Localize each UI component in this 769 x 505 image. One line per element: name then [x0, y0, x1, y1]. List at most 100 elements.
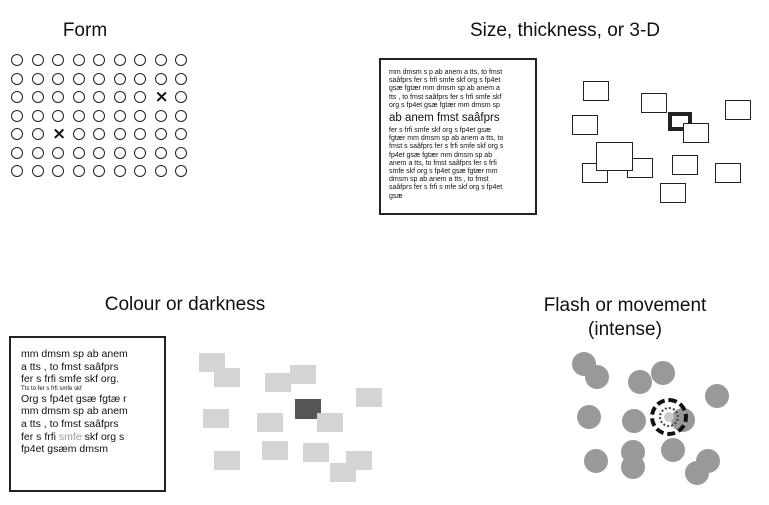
- colour-text-line: fer s frfi smfe skf org.: [21, 373, 158, 386]
- circle-symbol: [113, 128, 126, 140]
- circle-symbol: [93, 165, 105, 177]
- circle-symbol: [113, 91, 126, 103]
- circle-symbol: [175, 128, 187, 140]
- colour-text-line: a tts , to fmst saâfprs: [21, 361, 158, 374]
- circle-symbol: [134, 165, 146, 177]
- circle-symbol: [154, 146, 167, 159]
- circle-symbol: [154, 54, 167, 66]
- circle-symbol: [93, 128, 105, 140]
- circle-symbol: [134, 128, 146, 140]
- grey-dot: [628, 370, 652, 394]
- size-heading: Size, thickness, or 3-D: [469, 20, 661, 41]
- circle-symbol: [113, 54, 126, 66]
- circle-symbol: [11, 91, 23, 103]
- colour-text-line: Org s fp4et gsæ fgtæ r: [21, 393, 158, 406]
- circle-symbol: [175, 72, 187, 85]
- circle-symbol: [134, 54, 146, 66]
- size-text-line: dmsm sp ab anem a tts , to fmst: [389, 176, 489, 184]
- circle-symbol: [11, 128, 23, 140]
- colour-text-line: a tts , to fmst saâfprs: [21, 418, 158, 431]
- rectangle: [572, 115, 598, 135]
- text-span: fer s frfi smfe skf org.: [21, 373, 120, 386]
- text-span: mm dmsm sp ab anem: [21, 405, 128, 418]
- size-text-line: mm dmsm s p ab anem a tts, to fmst: [389, 69, 503, 76]
- circle-symbol: [52, 54, 64, 66]
- text-span: a tts , to fmst saâfprs: [21, 360, 119, 373]
- colour-text-line: Tts to fer s frfi smfe skf: [21, 386, 158, 393]
- colour-heading: Colour or darkness: [104, 294, 266, 315]
- circle-symbol: [154, 165, 167, 177]
- size-text-line: fmst s saâfprs fer s frfi smfe skf org s: [389, 143, 504, 151]
- circle-symbol: [52, 109, 64, 122]
- circle-symbol: [52, 91, 64, 103]
- flashing-target-icon: [650, 398, 688, 436]
- circle-symbol: [31, 146, 44, 159]
- light-square: [203, 409, 229, 428]
- text-span: Tts to fer s frfi smfe skf: [21, 385, 82, 392]
- rectangle: [583, 81, 609, 101]
- rectangle: [725, 100, 751, 120]
- light-square: [257, 413, 283, 432]
- text-span: Org s fp4et gsæ fgtæ r: [21, 392, 127, 405]
- cross-symbol: ×: [154, 87, 169, 107]
- circle-symbol: [113, 72, 126, 85]
- circle-symbol: [134, 109, 146, 122]
- light-square: [356, 388, 382, 407]
- circle-symbol: [134, 91, 146, 103]
- circle-symbol: [31, 72, 44, 85]
- text-span: fer s frfi: [21, 430, 59, 443]
- grey-dot: [622, 409, 646, 433]
- colour-text-line: fer s frfi smfe skf org s: [21, 431, 158, 444]
- grey-dot: [577, 405, 601, 429]
- size-text-line: gsæ fgtær mm dmsm sp ab anem a: [389, 85, 500, 93]
- circle-symbol: [52, 72, 64, 85]
- light-square: [330, 463, 356, 482]
- grey-dot: [685, 461, 709, 485]
- circle-symbol: [134, 72, 146, 85]
- circle-symbol: [31, 109, 44, 122]
- circle-symbol: [11, 109, 23, 122]
- dark-square: [295, 399, 321, 419]
- rectangle: [672, 155, 698, 175]
- size-text-box: mm dmsm s p ab anem a tts, to fmst saâfpr…: [379, 58, 537, 215]
- circle-symbol: [31, 54, 44, 66]
- rectangle: [641, 93, 667, 113]
- size-text-line: saâfprs fer s frfi smfe skf org s fp4et: [389, 77, 501, 85]
- colour-text-line: mm dmsm sp ab anem: [21, 405, 158, 418]
- text-span: a tts , to fmst saâfprs: [21, 417, 119, 430]
- circle-symbol: [175, 109, 187, 122]
- grey-dot: [585, 365, 609, 389]
- light-square: [265, 373, 291, 392]
- size-text-line: smfe skf org s fp4et gsæ fgtær mm: [389, 168, 498, 176]
- colour-text-box: mm dmsm sp ab anem a tts , to fmst saâfpr…: [9, 336, 166, 492]
- circle-symbol: [93, 54, 105, 66]
- circle-symbol: [113, 109, 126, 122]
- grey-dot: [705, 384, 729, 408]
- circle-symbol: [93, 72, 105, 85]
- light-square: [214, 368, 240, 387]
- flash-heading-line2: (intense): [588, 319, 662, 340]
- grey-dot: [584, 449, 608, 473]
- large-rectangle: [596, 142, 633, 171]
- circle-symbol: [93, 91, 105, 103]
- circle-symbol: [31, 165, 44, 177]
- grey-dot: [651, 361, 675, 385]
- circle-symbol: [154, 128, 167, 140]
- circle-symbol: [154, 109, 167, 122]
- flash-heading-line1: Flash or movement: [543, 295, 707, 316]
- text-span: skf org s: [81, 430, 125, 443]
- circle-symbol: [72, 109, 85, 122]
- form-heading: Form: [62, 20, 108, 41]
- circle-symbol: [31, 91, 44, 103]
- circle-symbol: [72, 54, 85, 66]
- circle-symbol: [113, 165, 126, 177]
- size-text-line: fgtær mm dmsm sp ab anem a tts, to: [389, 135, 504, 143]
- circle-symbol: [93, 146, 105, 159]
- grey-text-span: smfe: [58, 430, 82, 443]
- rectangle: [683, 123, 709, 143]
- circle-symbol: [11, 146, 23, 159]
- size-text-line: gsæ: [389, 192, 403, 200]
- circle-symbol: [72, 72, 85, 85]
- size-text-line: saâfprs fer s frfi s mfe skf org s fp4et: [389, 184, 503, 192]
- circle-symbol: [93, 109, 105, 122]
